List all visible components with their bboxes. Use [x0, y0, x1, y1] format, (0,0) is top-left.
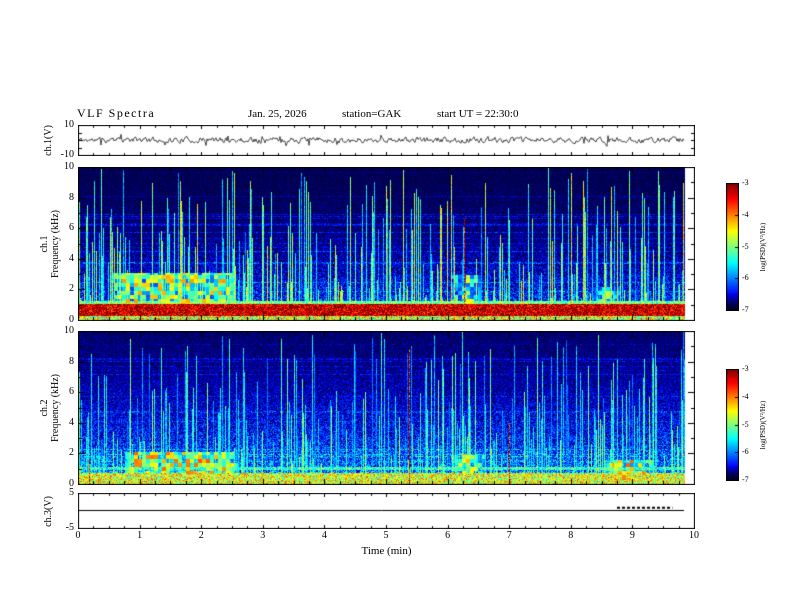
- y-tick-label: 8: [69, 355, 74, 367]
- ch1-colorbar: [726, 183, 739, 311]
- y-tick-label: 10: [64, 161, 74, 172]
- y-tick-label: 10: [64, 119, 74, 130]
- ch2-spectrogram-canvas: [78, 331, 695, 485]
- x-tick-label: 9: [629, 530, 635, 541]
- ch2-colorbar: [726, 369, 739, 481]
- x-tick-label: 5: [383, 530, 389, 541]
- time-axis-label: Time (min): [361, 545, 412, 557]
- y-tick-label: -5: [65, 522, 74, 533]
- figure-title: VLF Spectra: [77, 106, 156, 120]
- ch3-waveform-canvas: [78, 493, 695, 529]
- x-tick-label: 10: [689, 530, 699, 541]
- y-tick-label: 8: [69, 191, 74, 203]
- axis-label-text: ch.3(V): [42, 495, 54, 527]
- x-tick-label: 1: [137, 530, 143, 541]
- y-tick-label: 6: [69, 222, 74, 234]
- y-tick-label: 2: [69, 283, 74, 295]
- y-tick-label: 4: [69, 416, 74, 428]
- ch1-frequency-axis-label: ch.1 Frequency (kHz): [28, 144, 72, 344]
- axis-label-text: Frequency (kHz): [50, 209, 61, 279]
- colorbar-tick-label: -6: [742, 273, 749, 283]
- x-tick-label: 3: [260, 530, 266, 541]
- ch2-frequency-axis-label: ch.2 Frequency (kHz): [28, 308, 72, 508]
- colorbar-tick-label: -7: [742, 305, 749, 314]
- colorbar-tick-label: -4: [742, 209, 749, 219]
- x-tick-label: 0: [75, 530, 81, 541]
- x-tick-label: 6: [445, 530, 451, 541]
- x-tick-label: 4: [321, 530, 327, 541]
- x-tick-label: 2: [198, 530, 204, 541]
- ch1-waveform-canvas: [78, 125, 695, 156]
- colorbar-tick-label: -5: [742, 241, 749, 251]
- y-tick-label: 4: [69, 252, 74, 264]
- colorbar-tick-label: -4: [742, 391, 749, 401]
- colorbar-tick-label: -6: [742, 447, 749, 457]
- axis-label-channel: ch.2: [39, 399, 50, 417]
- y-tick-label: 5: [69, 487, 74, 498]
- ch1-voltage-axis-label: ch.1(V): [28, 81, 68, 201]
- colorbar-tick-label: -7: [742, 475, 749, 484]
- x-tick-label: 7: [506, 530, 512, 541]
- date-label: Jan. 25, 2026: [248, 108, 307, 120]
- ch1-spectrogram-canvas: [78, 167, 695, 321]
- y-tick-label: -10: [60, 149, 74, 160]
- x-tick-label: 8: [568, 530, 574, 541]
- y-tick-label: 0: [69, 314, 74, 325]
- y-tick-label: 2: [69, 447, 74, 459]
- axis-label-text: Frequency (kHz): [50, 373, 61, 443]
- y-tick-label: 10: [64, 325, 74, 336]
- colorbar-tick-label: -3: [742, 178, 749, 187]
- start-ut-label: start UT = 22:30:0: [437, 108, 519, 120]
- axis-label-channel: ch.1: [39, 235, 50, 253]
- station-label: station=GAK: [342, 108, 402, 120]
- y-tick-label: 6: [69, 386, 74, 398]
- y-tick-label: 0: [69, 478, 74, 489]
- ch3-voltage-axis-label: ch.3(V): [28, 451, 68, 571]
- colorbar-tick-label: -5: [742, 419, 749, 429]
- colorbar-tick-label: -3: [742, 364, 749, 373]
